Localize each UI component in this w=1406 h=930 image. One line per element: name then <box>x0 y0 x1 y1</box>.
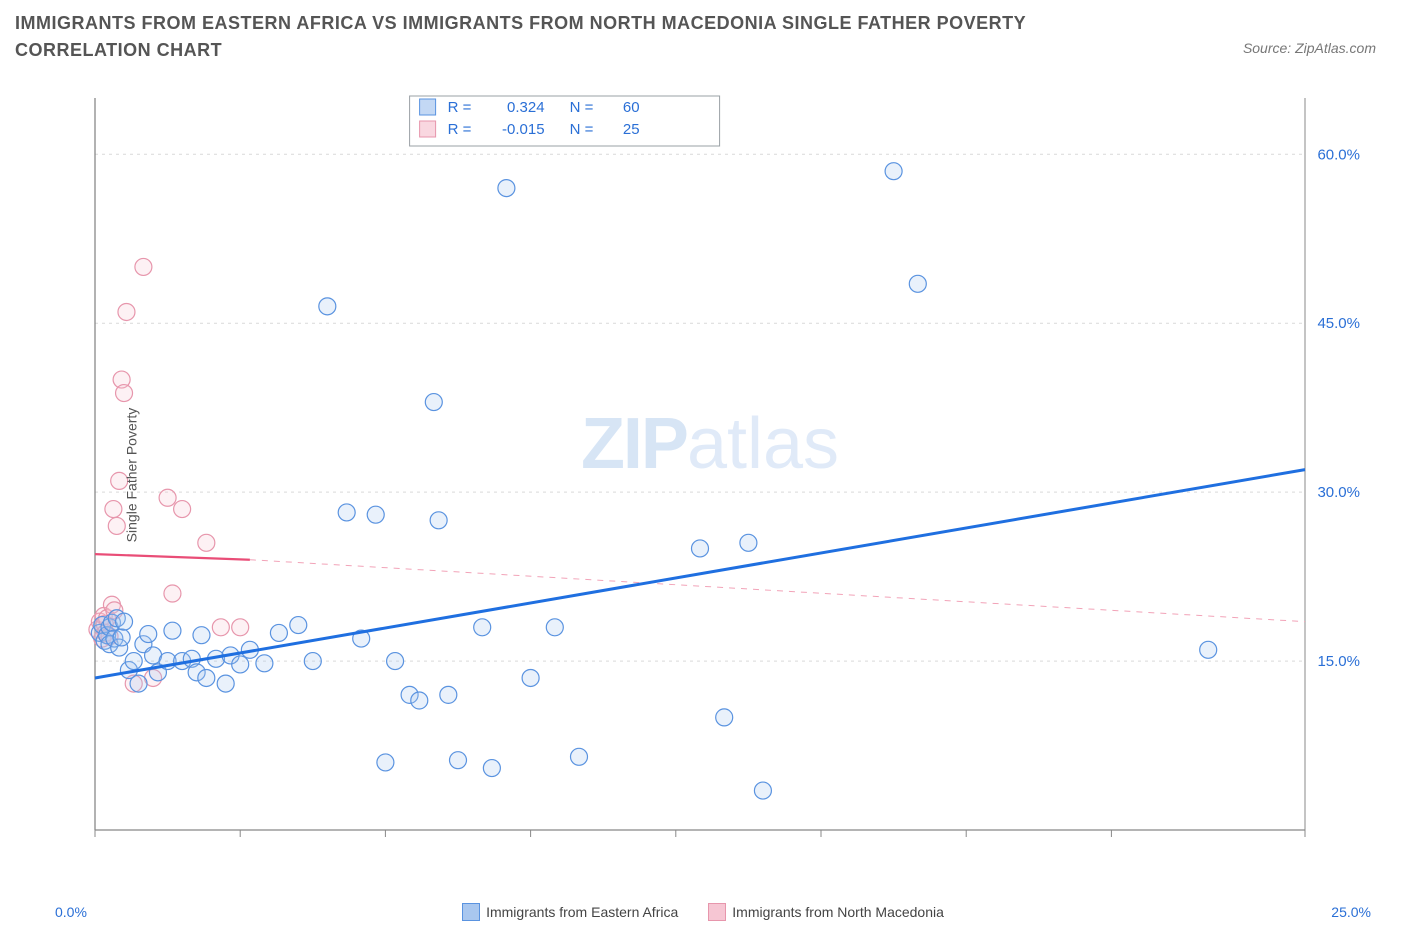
x-axis-max-label: 25.0% <box>1331 904 1371 920</box>
svg-text:N =: N = <box>570 99 594 116</box>
legend-label-blue: Immigrants from Eastern Africa <box>486 904 678 920</box>
svg-text:60.0%: 60.0% <box>1317 146 1360 163</box>
svg-text:R =: R = <box>448 99 472 116</box>
x-axis-min-label: 0.0% <box>55 904 87 920</box>
y-axis-label: Single Father Poverty <box>123 408 139 543</box>
legend-item-pink: Immigrants from North Macedonia <box>708 903 944 921</box>
legend-swatch-pink <box>708 903 726 921</box>
chart-container: IMMIGRANTS FROM EASTERN AFRICA VS IMMIGR… <box>0 0 1406 930</box>
legend-swatch-blue <box>462 903 480 921</box>
svg-text:-0.015: -0.015 <box>502 121 545 138</box>
source-label: Source: ZipAtlas.com <box>1243 40 1376 56</box>
svg-text:60: 60 <box>623 99 640 116</box>
source-prefix: Source: <box>1243 40 1295 56</box>
svg-text:45.0%: 45.0% <box>1317 315 1360 332</box>
svg-text:R =: R = <box>448 121 472 138</box>
svg-text:0.324: 0.324 <box>507 99 545 116</box>
footer-legend: 0.0% Immigrants from Eastern Africa Immi… <box>0 900 1406 924</box>
source-name: ZipAtlas.com <box>1295 40 1376 56</box>
legend-item-blue: Immigrants from Eastern Africa <box>462 903 678 921</box>
svg-text:15.0%: 15.0% <box>1317 653 1360 670</box>
chart-svg: 15.0% 30.0% 45.0% 60.0% R = 0.324 N = 60 R = -0.0… <box>50 90 1370 860</box>
plot-area: Single Father Poverty ZIPatlas 15.0%30.0… <box>50 90 1370 860</box>
legend-label-pink: Immigrants from North Macedonia <box>732 904 944 920</box>
svg-text:25: 25 <box>623 121 640 138</box>
svg-text:30.0%: 30.0% <box>1317 484 1360 501</box>
chart-title: IMMIGRANTS FROM EASTERN AFRICA VS IMMIGR… <box>15 10 1065 64</box>
svg-text:N =: N = <box>570 121 594 138</box>
